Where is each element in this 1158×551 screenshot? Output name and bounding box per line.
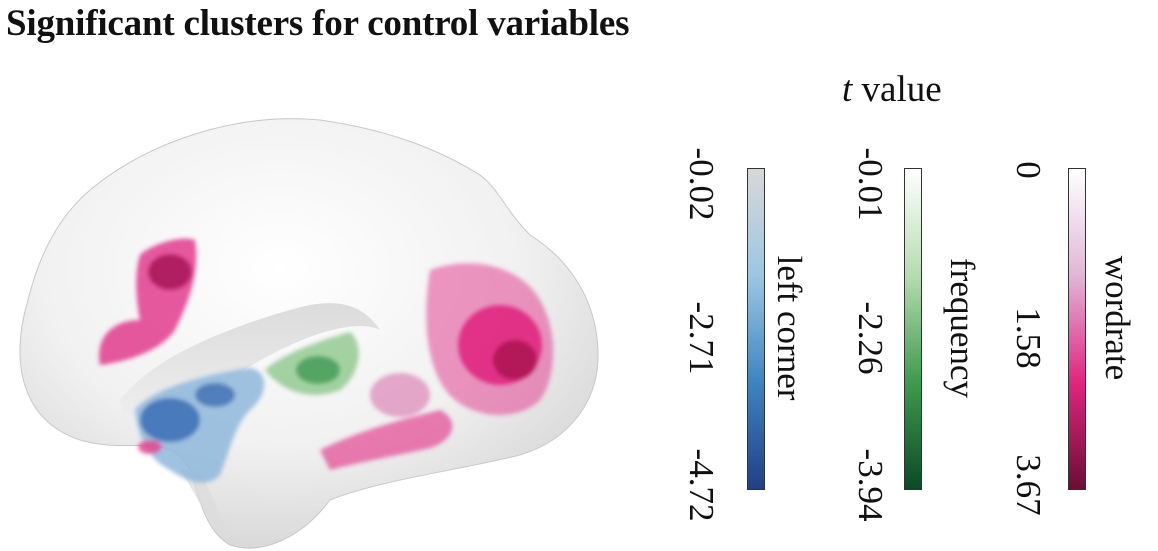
wordrate-tick-1: 1.58	[1009, 307, 1048, 369]
left-corner-tick-1: -2.71	[682, 301, 721, 375]
frequency-cluster	[265, 332, 359, 395]
legend-heading-rest: value	[852, 69, 942, 110]
frequency-tick-2: -3.94	[851, 448, 890, 522]
left-corner-tick-0: -0.02	[682, 147, 721, 221]
frequency-tick-1: -2.26	[851, 301, 890, 375]
left-corner-colorbar	[747, 168, 765, 490]
left-corner-cluster	[135, 368, 265, 483]
brain-surface-image	[19, 118, 599, 549]
wordrate-tick-2: 3.67	[1009, 454, 1048, 516]
wordrate-label: wordrate	[1098, 255, 1137, 381]
wordrate-clusters	[99, 238, 554, 470]
legend-heading: t value	[842, 68, 942, 111]
figure-title: Significant clusters for control variabl…	[6, 3, 630, 44]
frequency-colorbar	[904, 168, 922, 490]
frequency-label: frequency	[943, 258, 982, 398]
left-corner-label: left corner	[770, 255, 809, 401]
t-symbol: t	[842, 69, 853, 110]
wordrate-colorbar	[1068, 168, 1086, 490]
wordrate-tick-0: 0	[1009, 161, 1048, 179]
left-corner-tick-2: -4.72	[682, 448, 721, 522]
frequency-tick-0: -0.01	[851, 147, 890, 221]
